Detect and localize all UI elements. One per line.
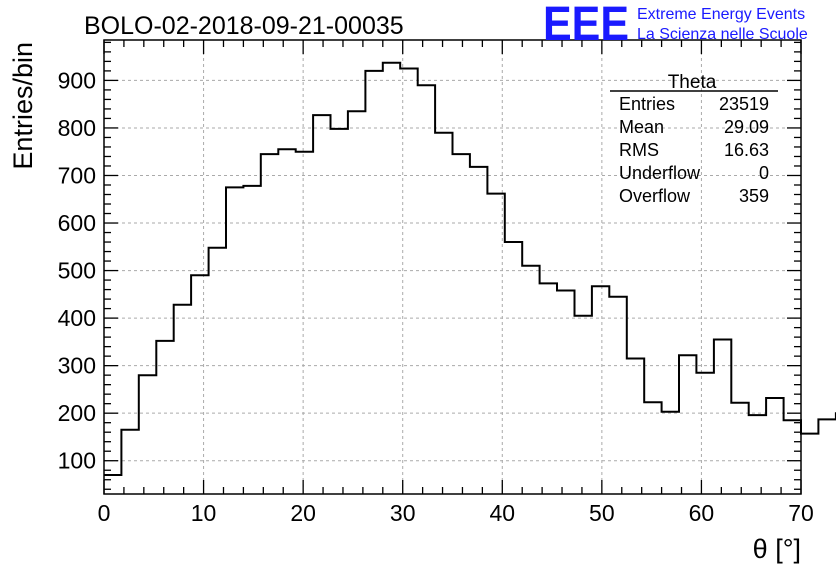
x-tick-label: 20 — [290, 500, 316, 526]
axis-ticks — [103, 40, 802, 494]
y-tick-label: 500 — [58, 258, 96, 284]
stats-row-label: Mean — [619, 117, 664, 137]
y-tick-label: 200 — [58, 400, 96, 426]
eee-logo: EEE Extreme Energy Events La Scienza nel… — [543, 0, 808, 51]
x-tick-label: 50 — [589, 500, 615, 526]
y-tick-labels: 100 200 300 400 500 600 700 800 900 — [58, 67, 96, 473]
stats-box: Theta Entries 23519 Mean 29.09 RMS 16.63 Under… — [610, 72, 778, 206]
y-tick-label: 600 — [58, 210, 96, 236]
y-tick-label: 800 — [58, 115, 96, 141]
y-tick-label: 900 — [58, 67, 96, 93]
y-tick-label: 300 — [58, 353, 96, 379]
stats-row-label: Underflow — [619, 163, 701, 183]
y-axis-label: Entries/bin — [8, 42, 38, 170]
x-tick-label: 0 — [98, 500, 111, 526]
eee-logo-line2: La Scienza nelle Scuole — [637, 26, 808, 43]
y-tick-label: 100 — [58, 448, 96, 474]
x-axis-label: θ [°] — [753, 534, 801, 564]
x-tick-label: 30 — [390, 500, 416, 526]
stats-title: Theta — [668, 72, 717, 93]
eee-logo-mark: EEE — [543, 0, 629, 51]
x-tick-label: 70 — [788, 500, 814, 526]
stats-row-label: RMS — [619, 140, 659, 160]
x-tick-labels: 0 10 20 30 40 50 60 70 — [98, 500, 814, 526]
histogram-line — [104, 61, 836, 476]
stats-row-value: 23519 — [719, 94, 769, 114]
y-tick-label: 400 — [58, 305, 96, 331]
eee-logo-line1: Extreme Energy Events — [637, 6, 805, 23]
x-tick-label: 60 — [689, 500, 715, 526]
x-tick-label: 10 — [191, 500, 217, 526]
y-tick-label: 700 — [58, 162, 96, 188]
stats-row-label: Overflow — [619, 186, 691, 206]
stats-row-value: 0 — [759, 163, 769, 183]
stats-row-value: 16.63 — [724, 140, 769, 160]
chart-title: BOLO-02-2018-09-21-00035 — [84, 12, 404, 40]
x-tick-label: 40 — [489, 500, 515, 526]
stats-row-value: 359 — [739, 186, 769, 206]
plot-frame — [103, 39, 802, 495]
grid-layer — [104, 40, 801, 494]
stats-rows: Entries 23519 Mean 29.09 RMS 16.63 Underflow 0 O… — [619, 94, 769, 206]
stats-row-label: Entries — [619, 94, 675, 114]
stats-row-value: 29.09 — [724, 117, 769, 137]
